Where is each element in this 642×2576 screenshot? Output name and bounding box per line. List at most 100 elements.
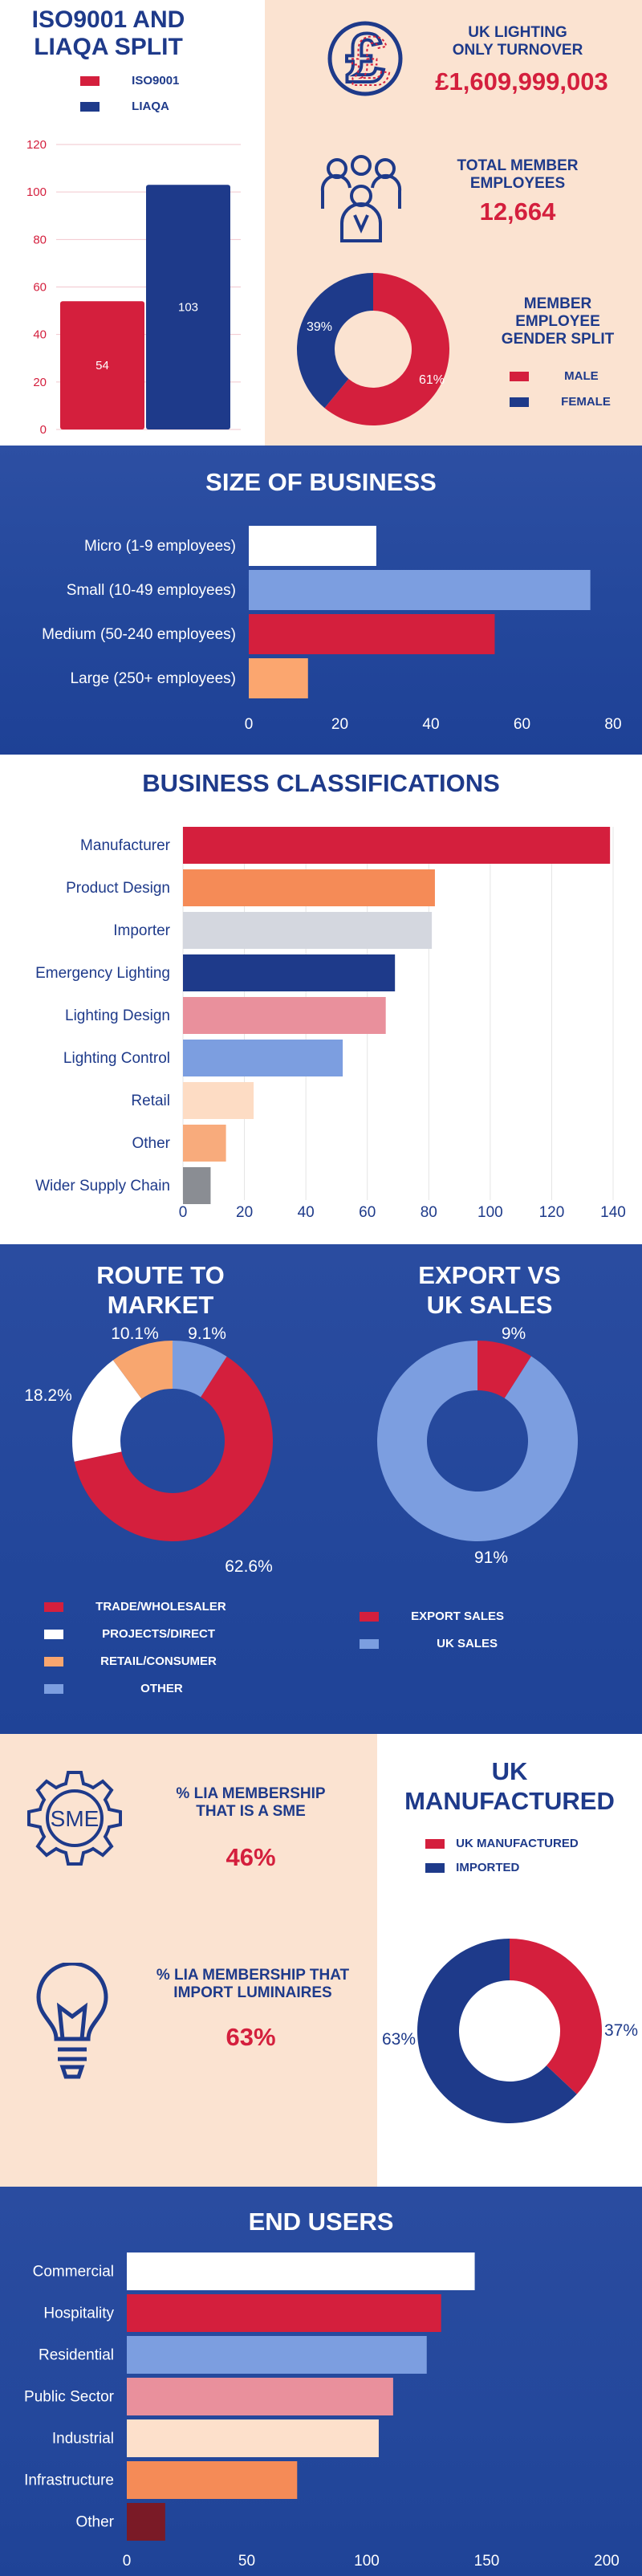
class-bars: Manufacturer Product Design Importer Emerge… — [35, 827, 626, 1221]
export-slice — [477, 1341, 531, 1398]
class-category-label: Product Design — [66, 880, 170, 897]
pound-icon: £ £ — [321, 14, 409, 103]
users-xtick-label: 50 — [238, 2553, 255, 2570]
class-category-label: Lighting Design — [65, 1007, 170, 1024]
trade-swatch — [44, 1602, 63, 1613]
iso-ytick-label: 100 — [26, 185, 47, 199]
route-slice — [72, 1360, 142, 1462]
route-slice-label: 9.1% — [188, 1325, 226, 1343]
ukman-title: UK MANUFACTURED — [404, 1757, 615, 1815]
export-swatch — [360, 1612, 379, 1622]
iso-bars: 54 103 — [60, 185, 230, 429]
route-slice — [173, 1341, 227, 1398]
class-category-label: Importer — [113, 922, 170, 939]
export-legend-label: EXPORT SALES — [411, 1609, 505, 1623]
section-route-export: ROUTE TO MARKET EXPORT VS UK SALES 62.6%… — [0, 1244, 642, 1734]
employees-value: 12,664 — [479, 197, 556, 226]
class-xtick-label: 120 — [539, 1204, 565, 1221]
gender-legend-female: FEMALE — [510, 395, 611, 409]
gender-donut: 61% 39% — [296, 273, 449, 425]
sme-value: 46% — [226, 1843, 276, 1871]
retail-legend-label: RETAIL/CONSUMER — [100, 1654, 217, 1668]
iso-ytick-label: 120 — [26, 138, 47, 152]
sme-panel — [0, 1734, 377, 2187]
export-slice-label: 9% — [502, 1325, 526, 1343]
gender-slice-label: 39% — [307, 320, 332, 334]
class-bar — [183, 954, 396, 991]
class-bar — [183, 869, 435, 906]
size-category-label: Micro (1-9 employees) — [84, 538, 236, 555]
users-xtick-label: 150 — [474, 2553, 500, 2570]
female-legend-label: FEMALE — [561, 395, 611, 409]
turnover-label: UK LIGHTING ONLY TURNOVER — [452, 24, 583, 59]
size-xtick-label: 60 — [514, 716, 530, 733]
gender-slice — [296, 273, 373, 409]
uk-sales-swatch — [360, 1639, 379, 1650]
users-bar — [127, 2336, 427, 2374]
iso-ytick-label: 0 — [40, 423, 47, 437]
users-bar-chart: Commercial Hospitality Residential Public S… — [24, 2252, 620, 2570]
users-bars: Commercial Hospitality Residential Public S… — [24, 2252, 620, 2570]
route-slice — [112, 1341, 173, 1399]
trade-legend-label: TRADE/WHOLESALER — [95, 1600, 226, 1614]
users-xtick-label: 200 — [594, 2553, 620, 2570]
users-bar — [127, 2252, 475, 2290]
svg-text:£: £ — [346, 20, 384, 97]
users-title: END USERS — [248, 2208, 394, 2236]
size-bar-chart: Micro (1-9 employees) Small (10-49 employ… — [42, 526, 622, 733]
route-slice — [74, 1356, 273, 1541]
iso-bar-value-label: 54 — [95, 359, 109, 372]
section-overview: ISO9001 AND LIAQA SPLIT ISO9001 LIAQA 0 2… — [0, 0, 642, 446]
users-xtick-label: 0 — [123, 2553, 132, 2570]
ukman-donut: 37% 63% — [382, 1939, 638, 2123]
class-xtick-label: 60 — [359, 1204, 376, 1221]
class-bar — [183, 1125, 226, 1162]
route-legend-projects: PROJECTS/DIRECT — [44, 1627, 215, 1641]
class-xtick-label: 0 — [179, 1204, 188, 1221]
export-title: EXPORT VS UK SALES — [418, 1261, 561, 1319]
sme-gear-icon: SME — [22, 1766, 127, 1870]
ukman-slice-label: 37% — [604, 2021, 638, 2040]
class-category-label: Manufacturer — [80, 837, 171, 854]
female-swatch — [510, 397, 529, 408]
iso-ytick-label: 40 — [33, 328, 47, 342]
class-category-label: Wider Supply Chain — [35, 1178, 170, 1194]
imported-legend-label: IMPORTED — [456, 1861, 520, 1874]
class-bar — [183, 827, 611, 864]
users-category-label: Infrastructure — [24, 2472, 114, 2489]
size-bar — [249, 658, 308, 698]
section-end-users: END USERS Commercial Hospitality Residenti… — [0, 2187, 642, 2576]
users-category-label: Hospitality — [43, 2305, 114, 2322]
iso-bar — [146, 185, 230, 429]
class-bar — [183, 1167, 211, 1204]
class-bar-chart: Manufacturer Product Design Importer Emerge… — [35, 827, 626, 1221]
people-group-icon — [313, 153, 409, 245]
retail-swatch — [44, 1657, 63, 1667]
route-slice-label: 10.1% — [111, 1325, 159, 1343]
users-category-label: Public Sector — [24, 2389, 115, 2406]
iso-title: ISO9001 AND LIAQA SPLIT — [31, 6, 185, 60]
class-xtick-label: 140 — [600, 1204, 626, 1221]
ukman-slice-label: 63% — [382, 2030, 416, 2049]
ukman-slices: 37% 63% — [382, 1939, 638, 2123]
import-value: 63% — [226, 2023, 276, 2051]
class-bar — [183, 912, 433, 949]
size-xtick-label: 0 — [245, 716, 254, 733]
imported-swatch — [425, 1863, 445, 1874]
route-legend-retail: RETAIL/CONSUMER — [44, 1654, 217, 1668]
route-title: ROUTE TO MARKET — [96, 1261, 225, 1319]
uk-sales-legend-label: UK SALES — [437, 1637, 498, 1650]
uk-manufactured-swatch — [425, 1839, 445, 1850]
iso-ytick-label: 80 — [33, 233, 47, 246]
iso9001-legend-label: ISO9001 — [132, 74, 180, 87]
route-donut: 62.6% 18.2% 10.1% 9.1% — [24, 1325, 273, 1576]
projects-legend-label: PROJECTS/DIRECT — [102, 1627, 216, 1641]
class-title: BUSINESS CLASSIFICATIONS — [142, 769, 500, 797]
class-bar — [183, 1040, 343, 1076]
gender-slices: 61% 39% — [296, 273, 449, 425]
route-legend-trade: TRADE/WHOLESALER — [44, 1600, 226, 1614]
users-category-label: Industrial — [52, 2431, 114, 2448]
size-category-label: Large (250+ employees) — [71, 670, 237, 687]
export-slice-label: 91% — [474, 1548, 508, 1567]
employees-label: TOTAL MEMBER EMPLOYEES — [457, 157, 579, 192]
